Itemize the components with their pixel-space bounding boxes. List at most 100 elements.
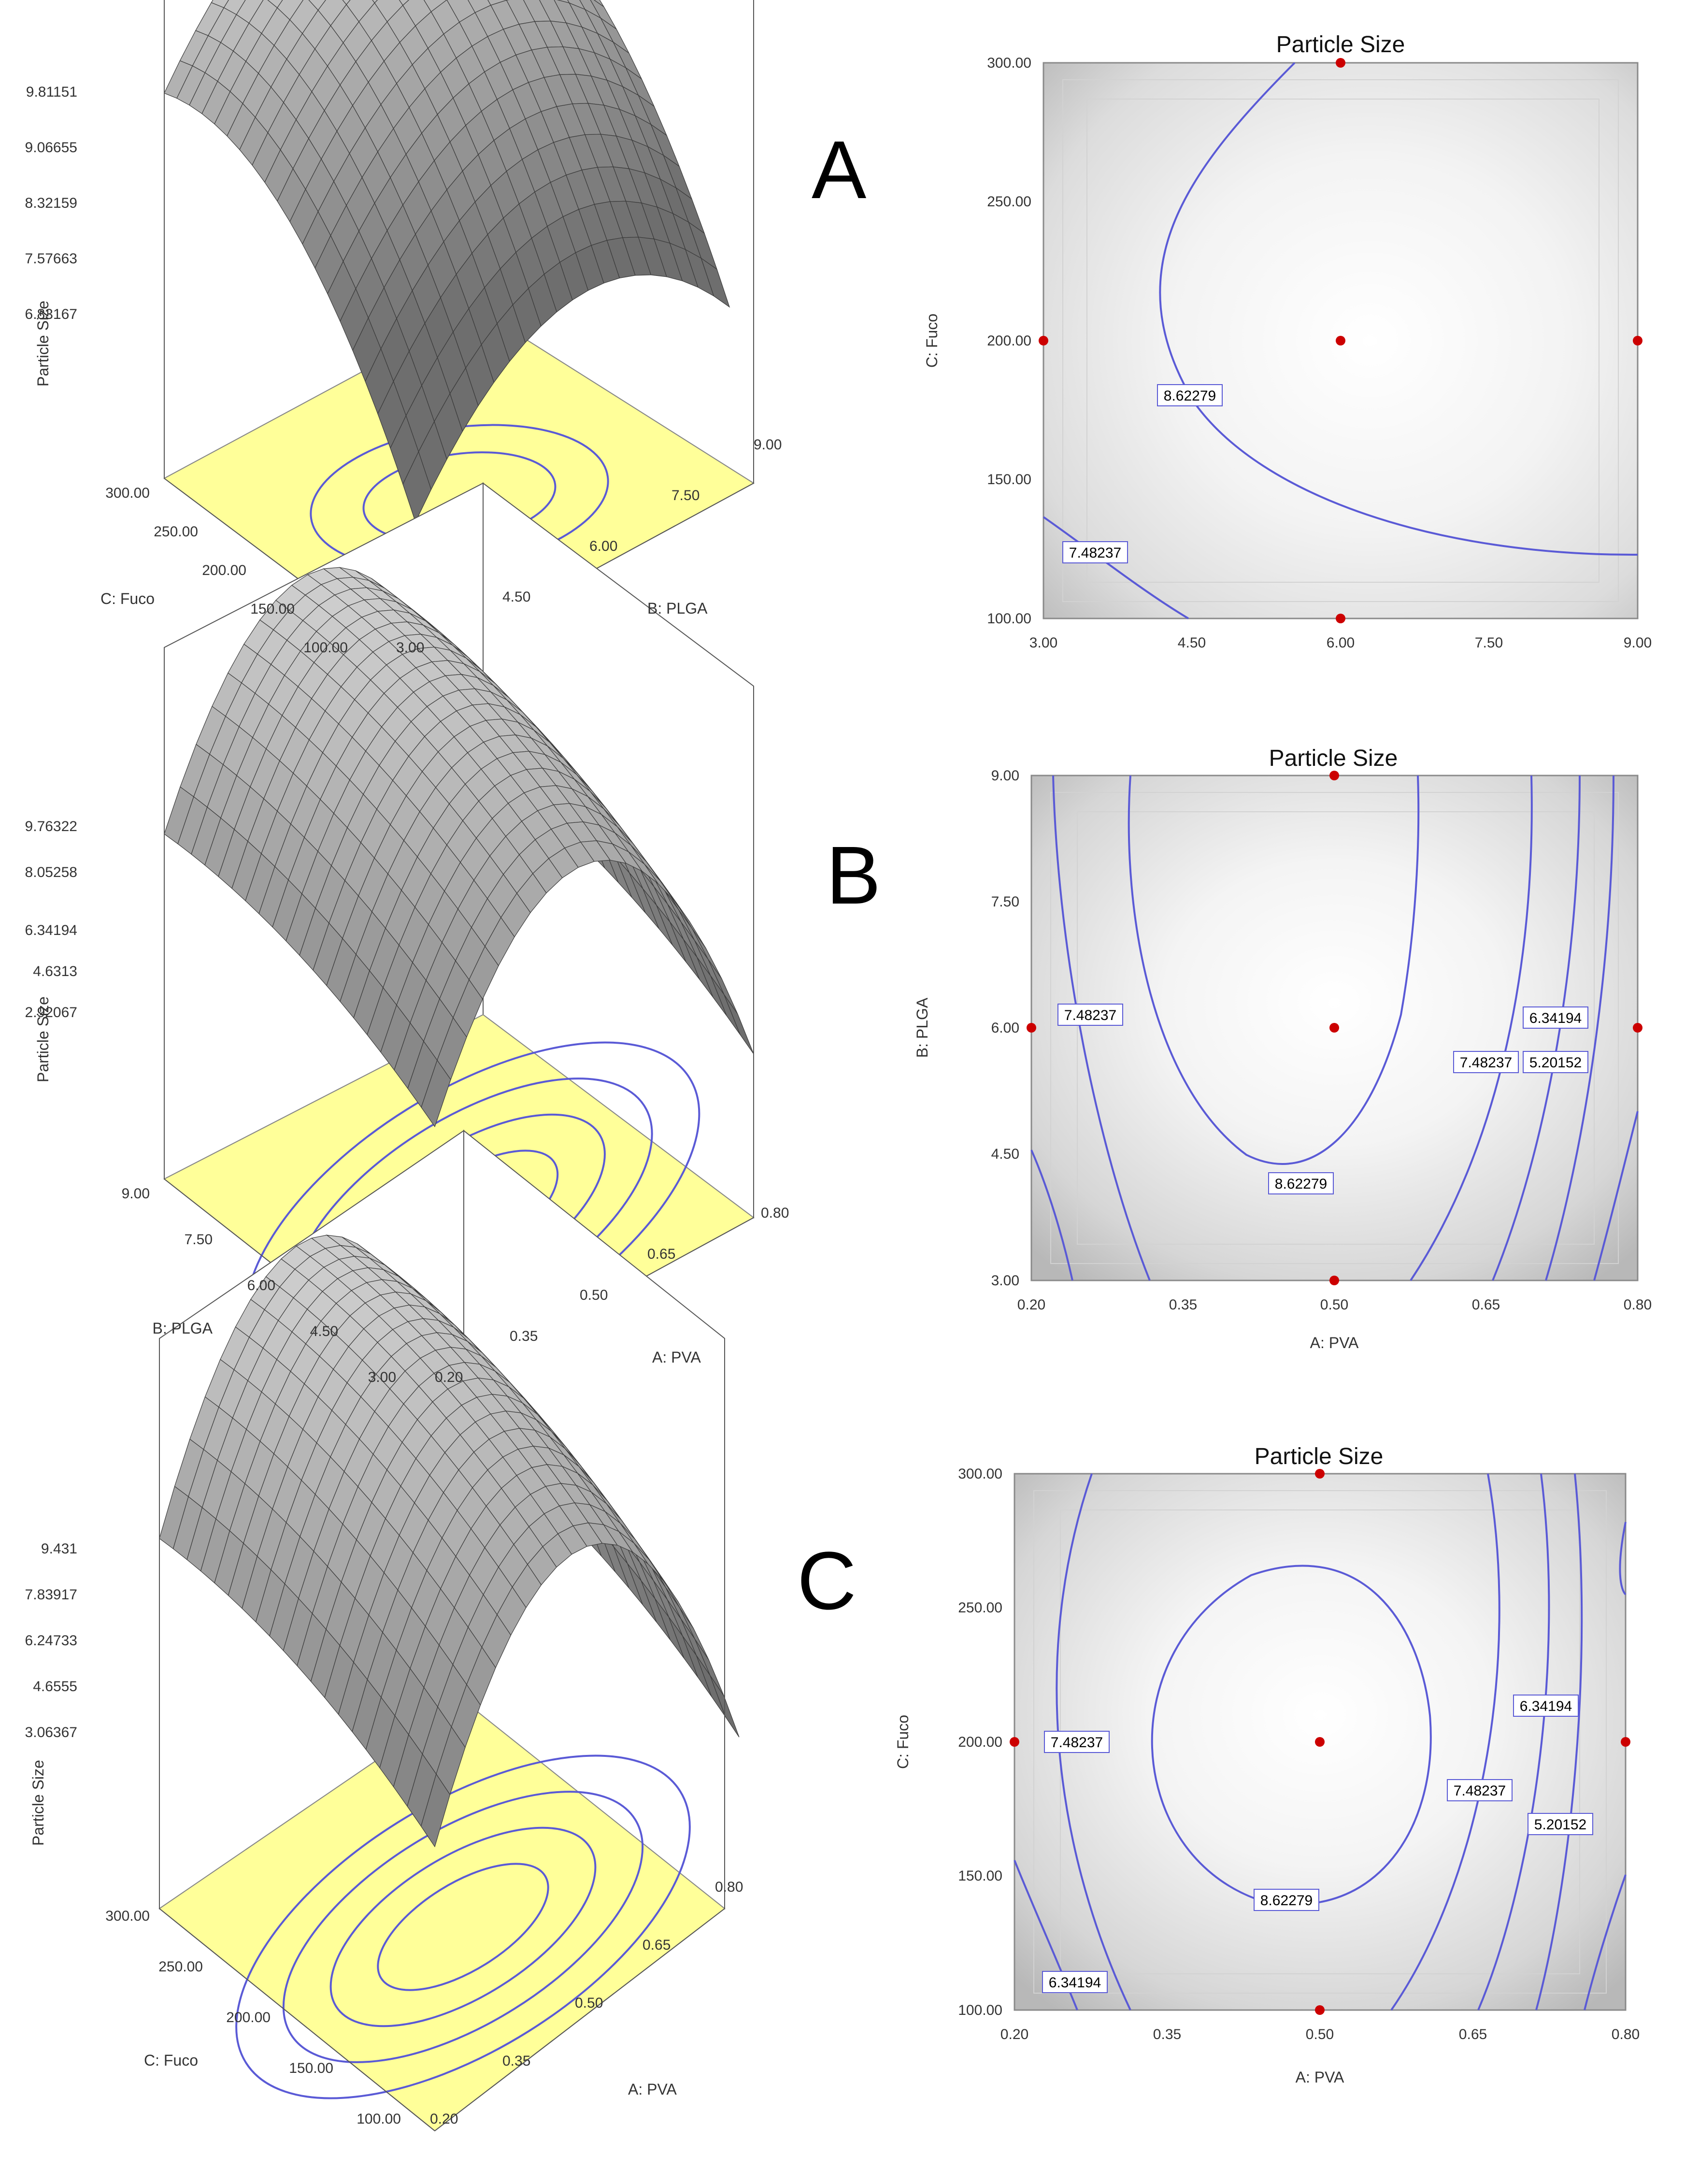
contour-line-a-75 [1042,516,1189,619]
z-tick-a-0: 6.83167 [25,306,77,322]
contour-label-c-0: 7.48237 [1044,1731,1110,1753]
surface-facet [423,0,447,13]
svg-text:6.34194: 6.34194 [1520,1698,1572,1714]
surface-facet [267,0,283,8]
contour-line-c-75r [1390,1473,1500,2011]
surface-facet [308,0,326,11]
x-axis-label-b: A: PVA [652,1349,701,1366]
cy-tick-c-0: 100.00 [958,2002,1002,2018]
contour-label-c-3: 7.48237 [1447,1779,1513,1801]
cy-tick-b-3: 7.50 [991,894,1019,910]
z-tick-c-1: 4.6555 [33,1679,77,1695]
surface-a-labels: Particle Size 6.83167 7.57663 8.32159 9.… [25,84,782,656]
x-tick-a-3: 7.50 [671,488,700,503]
x-tick-c-2: 0.50 [575,1995,603,2011]
contour-label-b-2: 7.48237 [1453,1051,1519,1073]
contour-ylabel-c: C: Fuco [894,1715,912,1769]
cy-tick-b-0: 3.00 [991,1273,1019,1289]
x-axis-label-c: A: PVA [628,2081,677,2098]
contour-label-a-1: 7.48237 [1062,541,1128,563]
cx-tick-c-0: 0.20 [1000,2026,1028,2042]
x-tick-c-4: 0.80 [715,1879,743,1895]
x-tick-a-4: 9.00 [754,437,782,453]
cy-tick-a-2: 200.00 [987,333,1031,349]
surface-facet [372,0,378,4]
contour-label-b-0: 7.48237 [1057,1004,1123,1026]
cy-tick-a-4: 300.00 [987,55,1031,71]
x-tick-b-1: 0.35 [510,1328,538,1344]
x-tick-c-0: 0.20 [430,2111,458,2127]
design-point-a-3 [1633,336,1642,345]
floor-contour [235,1754,691,2099]
cx-tick-b-2: 0.50 [1320,1297,1348,1313]
z-tick-a-2: 8.32159 [25,195,77,211]
z-tick-b-4: 9.76322 [25,819,77,834]
svg-text:7.48237: 7.48237 [1069,545,1121,561]
x-axis-label-a: B: PLGA [647,600,708,617]
cx-tick-c-2: 0.50 [1306,2026,1334,2042]
svg-text:5.20152: 5.20152 [1529,1055,1582,1071]
design-point-c-0 [1315,1469,1325,1479]
design-point-b-0 [1329,771,1339,780]
svg-text:8.62279: 8.62279 [1164,388,1216,404]
z-tick-b-2: 6.34194 [25,922,77,938]
x-tick-b-4: 0.80 [761,1205,789,1221]
panel-letter-a: A [812,124,867,216]
x-tick-c-3: 0.65 [643,1937,671,1953]
contour-xlabel-b: A: PVA [1310,1334,1359,1351]
surface-facet [236,0,264,24]
svg-text:7.48237: 7.48237 [1460,1055,1512,1071]
y-tick-a-1: 150.00 [250,601,295,617]
y-axis-label-a: C: Fuco [100,590,155,607]
z-tick-b-0: 2.92067 [25,1005,77,1020]
cx-tick-b-3: 0.65 [1472,1297,1500,1313]
contour-line-b-86 [1128,775,1420,1165]
z-axis-label-a: Particle Size [34,301,52,387]
cx-tick-c-1: 0.35 [1153,2026,1181,2042]
y-tick-a-3: 250.00 [154,524,198,540]
svg-text:7.48237: 7.48237 [1064,1007,1116,1023]
y-tick-b-2: 6.00 [247,1278,275,1293]
floor-contour [377,1863,549,1991]
contour-line-b-75r [1410,775,1533,1281]
design-point-c-1 [1010,1737,1019,1747]
cy-tick-b-2: 6.00 [991,1020,1019,1036]
cx-tick-b-0: 0.20 [1017,1297,1045,1313]
surface-b-labels: Particle Size 2.92067 4.6313 6.34194 8.0… [25,819,789,1385]
contour-points-b [1027,771,1642,1285]
contour-label-c-1: 8.62279 [1254,1889,1319,1911]
contour-line-c-86 [1151,1565,1432,1905]
cx-tick-a-4: 9.00 [1624,635,1652,651]
surface-facet [399,0,410,6]
z-tick-c-2: 6.24733 [25,1633,77,1649]
contour-label-b-4: 5.20152 [1523,1051,1588,1073]
z-axis-label-b: Particle Size [34,996,52,1082]
surface-facet [211,0,229,8]
design-point-b-4 [1329,1276,1339,1285]
x-tick-a-0: 3.00 [396,640,424,656]
contour-plot-b: Particle Size 7.48237 8.62279 7.48237 6.… [914,746,1652,1351]
floor-contour [329,1826,597,2027]
surface-plot-c [158,1129,740,2132]
contour-points-c [1010,1469,1630,2015]
contour-label-c-4: 6.34194 [1042,1971,1108,1993]
cx-tick-c-4: 0.80 [1612,2026,1640,2042]
y-tick-a-2: 200.00 [202,562,246,578]
design-point-a-0 [1336,58,1345,68]
svg-text:8.62279: 8.62279 [1275,1176,1327,1192]
z-tick-c-3: 7.83917 [25,1587,77,1603]
contour-line-b-75l1 [1052,775,1151,1281]
contour-label-c-5: 5.20152 [1528,1813,1593,1835]
y-tick-b-0: 3.00 [368,1369,396,1385]
svg-text:7.48237: 7.48237 [1454,1783,1506,1799]
contour-plot-a: Particle Size 8.62279 7.48237 300.00 250… [923,32,1652,651]
contour-title-b: Particle Size [1269,746,1398,771]
cy-tick-a-1: 150.00 [987,472,1031,488]
contour-shading-b [1050,792,1619,1264]
y-tick-b-3: 7.50 [185,1232,213,1248]
cx-tick-a-3: 7.50 [1475,635,1503,651]
contour-line-b-75l2 [1030,1149,1073,1281]
z-tick-c-0: 3.06367 [25,1724,77,1740]
surface-facet [223,0,246,15]
z-tick-a-1: 7.57663 [25,251,77,267]
